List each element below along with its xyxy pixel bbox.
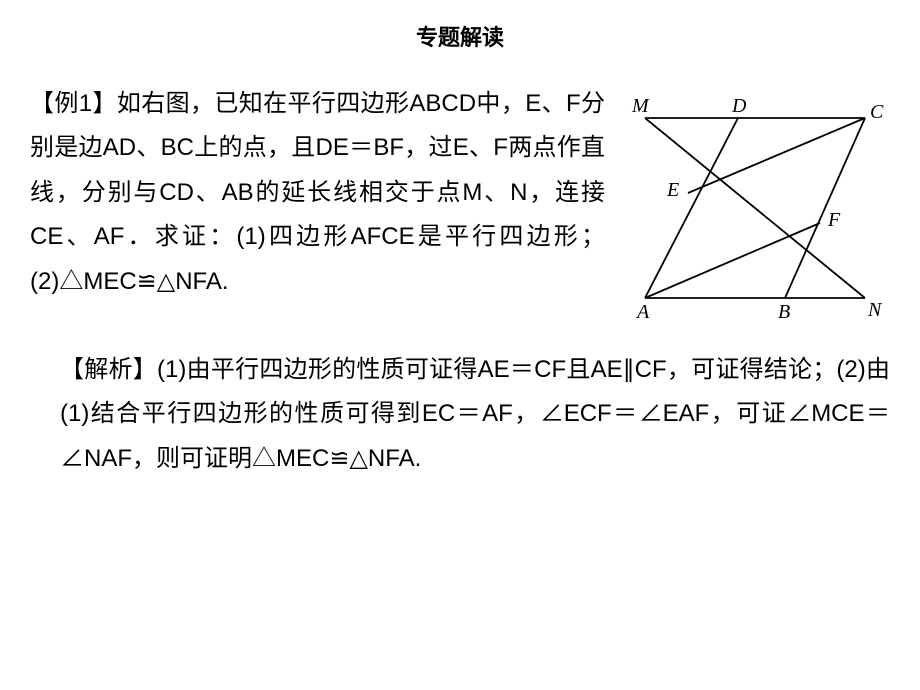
problem-row: 【例1】如右图，已知在平行四边形ABCD中，E、F分别是边AD、BC上的点，且D…	[30, 82, 890, 328]
line-AF	[645, 223, 820, 298]
line-BC	[785, 118, 865, 298]
geometry-diagram: M D C E F A B N	[620, 88, 890, 328]
label-N: N	[867, 299, 883, 321]
label-C: C	[870, 101, 884, 123]
label-A: A	[635, 301, 650, 323]
line-CE	[688, 118, 865, 193]
label-B: B	[778, 301, 790, 323]
line-MN	[645, 118, 865, 298]
label-E: E	[666, 179, 679, 201]
problem-text: 【例1】如右图，已知在平行四边形ABCD中，E、F分别是边AD、BC上的点，且D…	[30, 82, 605, 304]
solution-text: 【解析】(1)由平行四边形的性质可证得AE＝CF且AE∥CF，可证得结论；(2)…	[30, 348, 890, 481]
line-AD	[645, 118, 738, 298]
label-D: D	[731, 95, 747, 117]
label-F: F	[827, 209, 841, 231]
label-M: M	[631, 95, 650, 117]
page-title: 专题解读	[30, 20, 890, 52]
